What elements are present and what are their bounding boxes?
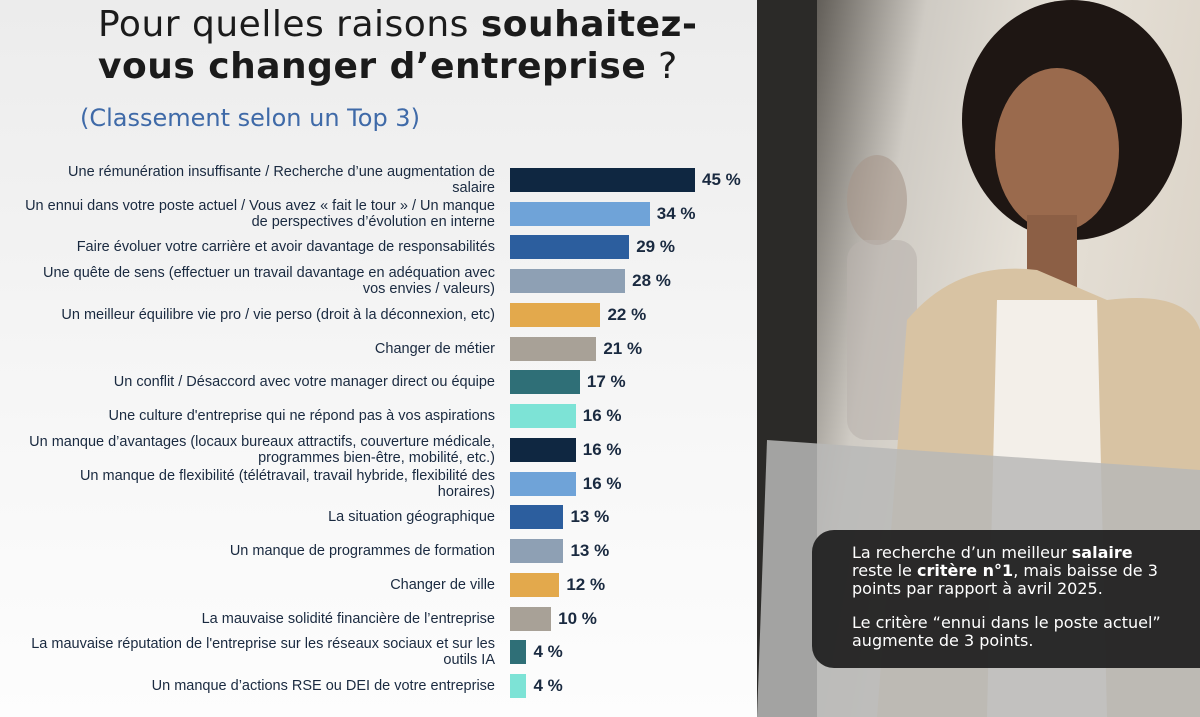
bar [510, 168, 695, 192]
category-label: Une quête de sens (effectuer un travail … [43, 265, 495, 298]
value-label: 16 % [582, 406, 622, 426]
bar [510, 437, 576, 462]
value-label: 34 % [656, 203, 696, 223]
callout-text: , mais baisse de 3 points par rapport à … [852, 561, 1158, 598]
bar [510, 404, 576, 429]
category-label: Une culture d'entreprise qui ne répond p… [108, 408, 495, 425]
bar [510, 471, 576, 496]
callout: La recherche d’un meilleur salaire reste… [812, 530, 1200, 668]
title-part: souhaitez- [480, 4, 698, 45]
bar [510, 269, 626, 294]
category-label: Faire évoluer votre carrière et avoir da… [76, 239, 495, 256]
callout-paragraph: La recherche d’un meilleur salaire reste… [852, 544, 1170, 598]
value-label: 10 % [558, 608, 597, 628]
value-label: 12 % [566, 574, 606, 594]
chart-subtitle: (Classement selon un Top 3) [80, 104, 420, 132]
chart-panel [0, 0, 757, 717]
bar [510, 606, 552, 631]
category-label: Un conflit / Désaccord avec votre manage… [113, 374, 495, 391]
bar [510, 201, 650, 226]
bar [510, 674, 527, 698]
category-label: La mauvaise réputation de l'entreprise s… [31, 636, 495, 669]
value-label: 4 % [533, 676, 563, 695]
category-label: Un manque d’actions RSE ou DEI de votre … [151, 678, 495, 694]
value-label: 4 % [533, 642, 563, 662]
value-label: 17 % [586, 372, 626, 392]
bar [510, 539, 564, 564]
bar [510, 505, 564, 530]
category-label: Un manque de programmes de formation [229, 543, 495, 560]
value-label: 21 % [603, 338, 643, 358]
callout-text: critère n°1 [916, 561, 1014, 580]
value-label: 16 % [582, 473, 622, 493]
value-label: 22 % [607, 304, 647, 324]
bar [510, 302, 601, 327]
category-label: Changer de ville [390, 576, 495, 593]
category-label: Une rémunération insuffisante / Recherch… [68, 164, 495, 196]
category-label: Un manque d’avantages (locaux bureaux at… [29, 433, 495, 466]
bar [510, 336, 597, 361]
bar [510, 235, 630, 260]
title-part: vous changer d’entreprise [98, 46, 647, 87]
callout-text: Le critère “ennui dans le poste actuel” … [852, 613, 1161, 650]
value-label: 13 % [570, 507, 610, 527]
value-label: 29 % [636, 237, 675, 257]
category-label: Un manque de flexibilité (télétravail, t… [79, 467, 495, 500]
bar [510, 572, 560, 597]
bar [510, 640, 527, 665]
category-label: Un meilleur équilibre vie pro / vie pers… [61, 306, 495, 323]
value-label: 28 % [632, 271, 671, 291]
callout-paragraph: Le critère “ennui dans le poste actuel” … [852, 614, 1170, 650]
category-label: Changer de métier [374, 340, 495, 357]
callout-text: La recherche d’un meilleur [852, 543, 1072, 562]
chart-title: Pour quelles raisons souhaitez-vous chan… [98, 4, 697, 88]
title-part: Pour quelles raisons [98, 4, 481, 45]
value-label: 16 % [582, 439, 622, 459]
value-label: 45 % [702, 170, 741, 189]
category-label: La situation géographique [328, 509, 495, 526]
bar [510, 370, 580, 395]
title-part: ? [646, 46, 678, 87]
category-label: Un ennui dans votre poste actuel / Vous … [25, 197, 495, 230]
category-label: La mauvaise solidité financière de l’ent… [201, 610, 495, 627]
value-label: 13 % [570, 541, 610, 561]
callout-text: salaire [1071, 543, 1133, 562]
callout-text: reste le [852, 561, 917, 580]
